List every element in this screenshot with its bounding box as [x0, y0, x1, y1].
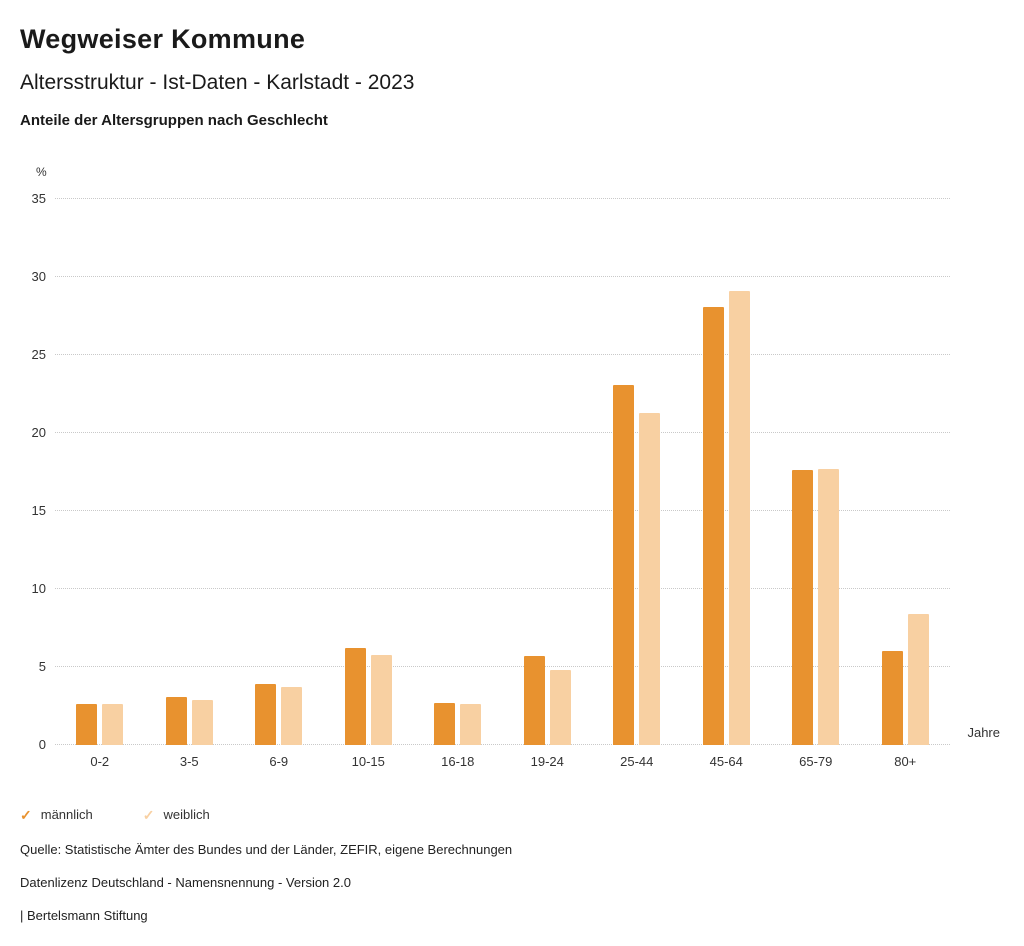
bar-weiblich-65-79[interactable] — [818, 468, 840, 745]
gridline — [55, 276, 950, 277]
bar-group-80+: 80+ — [861, 199, 951, 769]
bar-männlich-0-2[interactable] — [76, 704, 98, 745]
chart-subtitle: Altersstruktur - Ist-Daten - Karlstadt -… — [20, 71, 415, 94]
y-axis-unit-label: % — [36, 165, 47, 179]
bar-group-25-44: 25-44 — [592, 199, 682, 769]
y-axis-tick-label: 0 — [38, 737, 46, 752]
x-axis-category-label: 0-2 — [90, 754, 110, 769]
bar-männlich-10-15[interactable] — [344, 648, 366, 745]
legend-item-maennlich[interactable]: ✓ männlich — [20, 807, 93, 822]
legend-label-maennlich: männlich — [40, 807, 93, 822]
y-axis-tick-label: 15 — [31, 503, 46, 518]
bar-group-10-15: 10-15 — [324, 199, 414, 769]
x-axis-category-label: 45-64 — [709, 754, 743, 769]
bar-männlich-65-79[interactable] — [792, 470, 814, 745]
page-title: Wegweiser Kommune — [20, 24, 306, 54]
bar-group-65-79: 65-79 — [771, 199, 861, 769]
bar-weiblich-80+[interactable] — [907, 613, 929, 745]
x-axis-unit-label: Jahre — [967, 725, 1000, 740]
footer: Quelle: Statistische Ämter des Bundes un… — [20, 842, 1004, 923]
x-axis-category-label: 65-79 — [799, 754, 833, 769]
bar-weiblich-0-2[interactable] — [102, 704, 124, 745]
footer-attribution: | Bertelsmann Stiftung — [20, 908, 148, 923]
page: Wegweiser Kommune Altersstruktur - Ist-D… — [20, 24, 1004, 923]
bar-männlich-80+[interactable] — [881, 651, 903, 745]
bar-weiblich-19-24[interactable] — [549, 670, 571, 745]
check-icon: ✓ — [142, 806, 155, 823]
chart-legend: ✓ männlich ✓ weiblich — [20, 807, 1004, 822]
x-axis-category-label: 3-5 — [179, 754, 199, 769]
y-axis-tick-label: 35 — [31, 191, 46, 206]
bar-weiblich-3-5[interactable] — [191, 699, 213, 745]
bar-weiblich-25-44[interactable] — [639, 412, 661, 745]
x-axis-category-label: 16-18 — [441, 754, 475, 769]
gridline — [55, 198, 950, 199]
y-axis-tick-label: 30 — [31, 269, 46, 284]
bar-weiblich-6-9[interactable] — [281, 687, 303, 745]
bar-group-0-2: 0-2 — [55, 199, 145, 769]
y-axis-tick-label: 10 — [31, 581, 46, 596]
footer-source: Quelle: Statistische Ämter des Bundes un… — [20, 842, 513, 857]
bar-männlich-45-64[interactable] — [702, 306, 724, 745]
bar-männlich-25-44[interactable] — [613, 384, 635, 745]
legend-item-weiblich[interactable]: ✓ weiblich — [143, 807, 210, 822]
bar-group-19-24: 19-24 — [503, 199, 593, 769]
bar-weiblich-16-18[interactable] — [460, 704, 482, 745]
bar-group-6-9: 6-9 — [234, 199, 324, 769]
x-axis-category-label: 80+ — [894, 754, 917, 769]
y-axis-tick-label: 20 — [31, 425, 46, 440]
chart-heading: Anteile der Altersgruppen nach Geschlech… — [20, 112, 328, 129]
bar-groups: 0-2 3-5 6-9 10-15 16-18 19-24 25-44 45-64 65-79 8… — [55, 199, 951, 769]
bar-weiblich-45-64[interactable] — [728, 291, 750, 745]
bar-group-3-5: 3-5 — [145, 199, 235, 769]
x-axis-category-label: 25-44 — [620, 754, 654, 769]
bar-group-45-64: 45-64 — [682, 199, 772, 769]
x-axis-category-label: 19-24 — [530, 754, 564, 769]
bar-group-16-18: 16-18 — [413, 199, 503, 769]
y-axis-tick-label: 5 — [38, 659, 46, 674]
bar-weiblich-10-15[interactable] — [370, 654, 392, 745]
bar-männlich-16-18[interactable] — [434, 702, 456, 745]
legend-label-weiblich: weiblich — [163, 807, 210, 822]
gridline — [55, 744, 950, 745]
plot-area: 0-2 3-5 6-9 10-15 16-18 19-24 25-44 45-64 65-79 8… — [55, 198, 951, 769]
y-axis-tick-label: 25 — [31, 347, 46, 362]
gridline — [55, 666, 950, 667]
footer-license: Datenlizenz Deutschland - Namensnennung … — [20, 875, 351, 890]
gridline — [55, 588, 950, 589]
bar-männlich-3-5[interactable] — [165, 696, 187, 745]
gridline — [55, 354, 950, 355]
x-axis-category-label: 6-9 — [269, 754, 289, 769]
x-axis-category-label: 10-15 — [351, 754, 385, 769]
bar-männlich-19-24[interactable] — [523, 656, 545, 745]
check-icon: ✓ — [20, 806, 32, 823]
bar-chart: % 0-2 3-5 6-9 10-15 16-18 19-24 25-44 45-64 65-7… — [20, 159, 1004, 791]
gridline — [55, 510, 950, 511]
gridline — [55, 432, 950, 433]
bar-männlich-6-9[interactable] — [255, 684, 277, 745]
